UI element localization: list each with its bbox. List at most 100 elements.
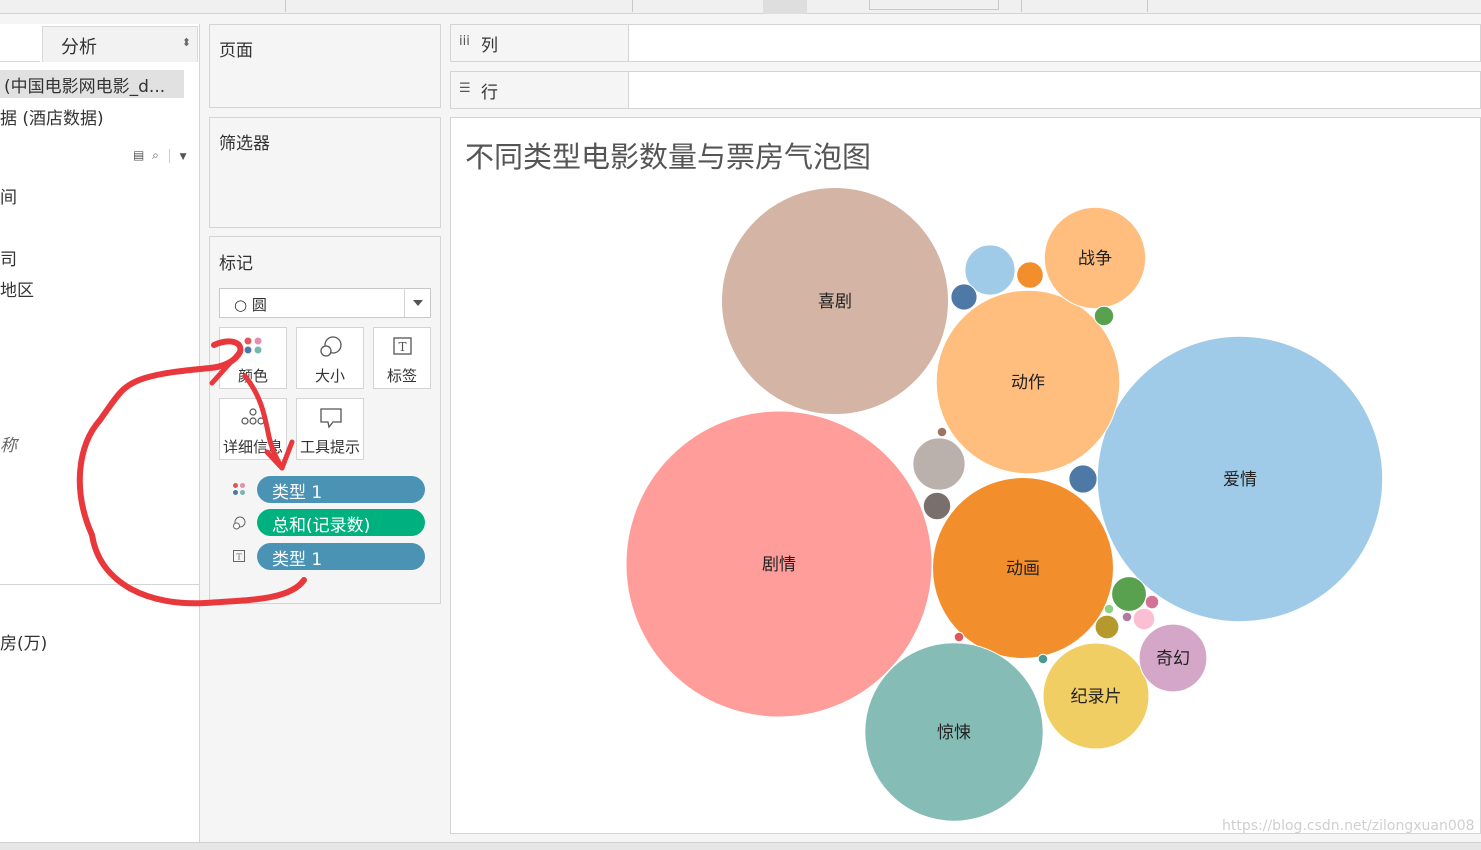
- chevron-down-icon[interactable]: ▼: [179, 152, 187, 162]
- bubble[interactable]: [1111, 576, 1147, 612]
- size-circles-icon: [233, 516, 246, 530]
- bubble-label: 爱情: [1223, 470, 1257, 490]
- field-item[interactable]: 称: [0, 436, 17, 456]
- svg-text:T: T: [398, 340, 406, 354]
- bubble[interactable]: [1121, 611, 1133, 623]
- filters-shelf[interactable]: 筛选器: [209, 117, 441, 228]
- bubble[interactable]: [1016, 261, 1044, 289]
- bubble-label: 惊悚: [937, 723, 971, 743]
- bubble-label: 动作: [1011, 373, 1045, 393]
- bubble[interactable]: [1144, 594, 1160, 610]
- text-label-icon: T: [233, 550, 245, 562]
- mark-type-select[interactable]: ○ 圆: [219, 288, 431, 318]
- tab-data[interactable]: [0, 24, 40, 62]
- bubble[interactable]: [1103, 603, 1115, 615]
- size-button-label: 大小: [314, 367, 345, 385]
- detail-button-label: 详细信息: [222, 438, 283, 456]
- bubble[interactable]: [936, 426, 948, 438]
- toolbar-separator: [632, 0, 633, 12]
- bubble-label: 战争: [1078, 249, 1112, 269]
- tab-analysis[interactable]: 分析 ⬍: [42, 26, 198, 62]
- bubble-动画[interactable]: [932, 477, 1114, 659]
- view-canvas[interactable]: 不同类型电影数量与票房气泡图 剧情 爱情 喜剧动作动画惊悚 战争纪录片 奇幻: [450, 117, 1481, 834]
- bubble[interactable]: [1093, 305, 1115, 327]
- bubble-惊悚[interactable]: [864, 642, 1044, 822]
- columns-shelf[interactable]: iii 列: [450, 24, 1481, 62]
- bubble-喜剧[interactable]: [721, 187, 949, 415]
- detail-button[interactable]: 详细信息: [219, 398, 287, 460]
- color-dots-icon: [233, 483, 245, 495]
- bubble[interactable]: [1037, 653, 1049, 665]
- svg-text:T: T: [236, 553, 242, 562]
- bubble-label: 动画: [1006, 559, 1040, 579]
- columns-shelf-label: 列: [481, 36, 498, 56]
- rows-shelf-label: 行: [481, 83, 498, 103]
- rows-shelf[interactable]: ☰ 行: [450, 71, 1481, 109]
- bubble[interactable]: [922, 491, 952, 521]
- tooltip-button[interactable]: 工具提示: [296, 398, 364, 460]
- bubble-纪录片[interactable]: [1042, 642, 1150, 750]
- bubble-label: 奇幻: [1156, 649, 1190, 669]
- fit-view-dropdown[interactable]: [869, 0, 999, 10]
- bubble[interactable]: [953, 631, 965, 643]
- search-icon[interactable]: ⌕: [152, 148, 159, 162]
- pane-divider: [0, 584, 200, 585]
- rows-icon: ☰: [459, 81, 471, 96]
- color-dots-icon: [244, 337, 262, 354]
- rows-shelf-header: ☰ 行: [451, 72, 629, 108]
- columns-shelf-header: iii 列: [451, 25, 629, 61]
- size-button[interactable]: 大小: [296, 327, 364, 389]
- list-view-icon[interactable]: ▤: [133, 148, 144, 162]
- columns-icon: iii: [459, 34, 470, 49]
- color-button[interactable]: 颜色: [219, 327, 287, 389]
- tooltip-button-label: 工具提示: [299, 438, 360, 456]
- bubble[interactable]: [950, 283, 978, 311]
- size-circles-icon: [320, 336, 342, 357]
- field-item[interactable]: 地区: [0, 281, 34, 301]
- bubble-奇幻[interactable]: [1138, 623, 1208, 693]
- chevron-down-icon[interactable]: [404, 289, 430, 317]
- color-pill[interactable]: 类型 1: [257, 476, 425, 503]
- color-button-label: 颜色: [237, 367, 268, 385]
- bubble-剧情[interactable]: [625, 410, 933, 718]
- toolbar: [0, 0, 1481, 14]
- bubble[interactable]: [964, 244, 1016, 296]
- filters-shelf-title: 筛选器: [219, 134, 270, 154]
- bubble[interactable]: [1132, 607, 1156, 631]
- bubble-动作[interactable]: [935, 289, 1121, 475]
- datasource-item[interactable]: (中国电影网电影_d...: [0, 70, 184, 98]
- datasource-item[interactable]: 据 (酒店数据): [0, 109, 104, 128]
- updown-icon[interactable]: ⬍: [181, 36, 191, 49]
- bubble-战争[interactable]: [1043, 206, 1147, 310]
- view-title: 不同类型电影数量与票房气泡图: [465, 140, 872, 174]
- field-item[interactable]: 间: [0, 188, 17, 208]
- bubble-label: 纪录片: [1071, 687, 1122, 707]
- toolbar-separator: [1147, 0, 1148, 12]
- pages-shelf[interactable]: 页面: [209, 24, 441, 108]
- bubble-label: 剧情: [762, 555, 796, 575]
- tab-analysis-label: 分析: [61, 37, 97, 58]
- tooltip-icon: [320, 408, 342, 429]
- label-button-label: 标签: [386, 367, 417, 385]
- watermark: https://blog.csdn.net/zilongxuan008: [1222, 818, 1475, 834]
- toolbar-separator: [1021, 0, 1022, 12]
- label-button[interactable]: T 标签: [373, 327, 431, 389]
- field-tools: ▤ ⌕ ▼: [133, 148, 186, 163]
- sheet-tabs-bar: [0, 842, 1481, 850]
- bubble[interactable]: [912, 437, 966, 491]
- bubble[interactable]: [1068, 464, 1098, 494]
- size-pill[interactable]: 总和(记录数): [257, 509, 425, 536]
- toolbar-separator: [285, 0, 286, 12]
- bubble-label: 喜剧: [818, 292, 852, 312]
- marks-card-title: 标记: [219, 254, 253, 274]
- mark-type-value: ○ 圆: [234, 296, 267, 314]
- measure-item[interactable]: 房(万): [0, 634, 48, 654]
- bubble[interactable]: [1094, 614, 1120, 640]
- pages-shelf-title: 页面: [219, 41, 253, 61]
- toolbar-button[interactable]: [763, 0, 807, 14]
- detail-dots-icon: [241, 408, 265, 425]
- text-label-icon: T: [393, 337, 412, 355]
- field-item[interactable]: 司: [0, 250, 17, 270]
- label-pill[interactable]: 类型 1: [257, 543, 425, 570]
